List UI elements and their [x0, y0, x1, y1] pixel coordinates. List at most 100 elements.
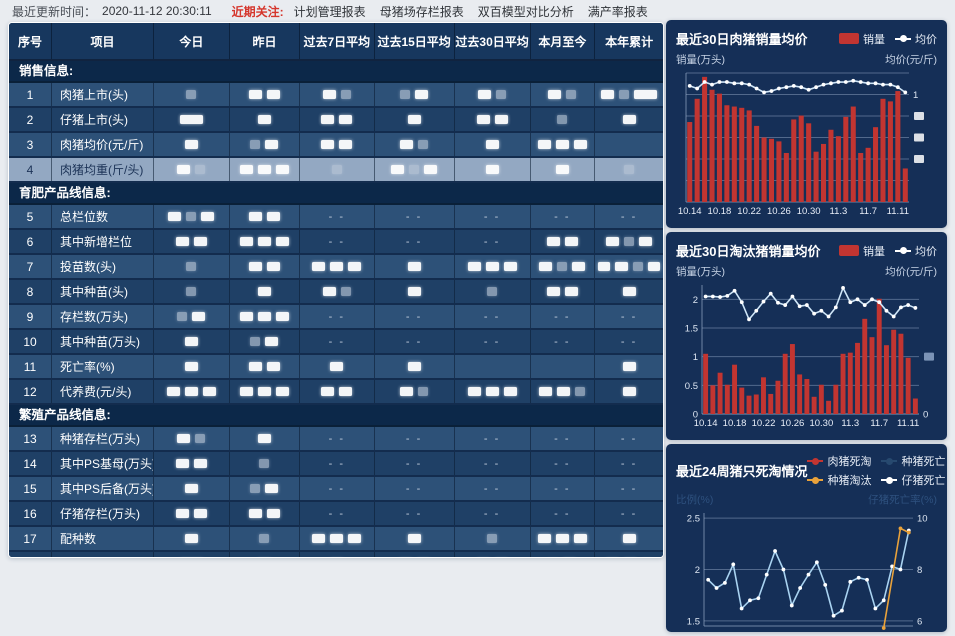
cell-value — [529, 380, 595, 403]
redacted-axis-tick — [914, 111, 924, 120]
legend-item[interactable]: 销量 — [839, 243, 885, 259]
row-label: 配种数 — [51, 527, 153, 550]
data-point — [789, 603, 794, 608]
cell-value: - - — [299, 502, 373, 525]
legend-item[interactable]: 肉猪死淘 — [807, 453, 871, 469]
cell-value — [373, 380, 454, 403]
cell-value: - - — [373, 427, 454, 450]
legend-item[interactable]: 种猪淘汰 — [807, 472, 871, 488]
row-index: 4 — [26, 162, 34, 177]
redacted-value — [275, 237, 289, 246]
cell-value — [228, 330, 299, 353]
redacted-dash: - - — [620, 482, 638, 495]
redacted-value — [494, 115, 508, 124]
data-point — [888, 82, 893, 87]
redacted-value — [177, 434, 191, 443]
redacted-value — [192, 312, 206, 321]
cell-value — [228, 380, 299, 403]
row-label: 肉猪均重(斤/头) — [51, 158, 153, 181]
row-label: 仔猪上市(头) — [51, 108, 153, 131]
redacted-value — [248, 212, 262, 221]
legend-item[interactable]: 销量 — [839, 31, 885, 47]
table-row[interactable]: 9 存栏数(万头) - - - - - - - - - - — [9, 305, 663, 330]
cell-value: - - — [299, 305, 373, 328]
legend-item[interactable]: 均价 — [895, 31, 937, 47]
bar — [703, 353, 709, 414]
cell-value: - - — [594, 305, 663, 328]
legend-item[interactable]: 种猪死亡 — [881, 453, 945, 469]
redacted-value — [624, 165, 635, 174]
table-row[interactable]: 4 肉猪均重(斤/头) — [9, 158, 663, 183]
table-row[interactable]: 8 其中种苗(头) — [9, 280, 663, 305]
table-row[interactable]: 10 其中种苗(万头) - - - - - - - - - - — [9, 330, 663, 355]
table-row[interactable]: 16 仔猪存栏(万头) - - - - - - - - - - — [9, 502, 663, 527]
cell-value — [228, 205, 299, 228]
cell-value — [529, 552, 595, 557]
cell-value: - - — [529, 477, 595, 500]
nav-link-0[interactable]: 计划管理报表 — [293, 4, 366, 19]
chart-plot: 2.5 10 2 8 1.5 6 — [687, 513, 928, 630]
redacted-value — [573, 140, 587, 149]
data-point — [823, 583, 828, 587]
cell-value — [299, 158, 373, 181]
redacted-dash: - - — [328, 457, 346, 470]
svg-text:2: 2 — [695, 565, 700, 576]
cell-value — [373, 552, 454, 557]
legend-item[interactable]: 仔猪死亡 — [881, 472, 945, 488]
table-row[interactable]: 18分娩窝数 — [9, 552, 663, 557]
redacted-value — [496, 90, 507, 99]
cell-value — [299, 108, 373, 131]
redacted-value — [193, 237, 207, 246]
table-row[interactable]: 12 代养费(元/头) — [9, 380, 663, 405]
table-row[interactable]: 2 仔猪上市(头) — [9, 108, 663, 133]
svg-text:11.7: 11.7 — [859, 206, 877, 217]
data-point — [913, 306, 918, 310]
cell-value — [529, 108, 595, 131]
redacted-value — [184, 534, 198, 543]
legend-item[interactable]: 均价 — [895, 243, 937, 259]
table-row[interactable]: 6 其中新增栏位 - - - - - - — [9, 230, 663, 255]
report-table: 序号 项目 今日 昨日 过去7日平均 过去15日平均 过去30日平均 本月至今 本年累计 销售信… — [8, 22, 664, 558]
data-point — [764, 572, 769, 577]
table-row[interactable]: 15 其中PS后备(万头) - - - - - - - - - - — [9, 477, 663, 502]
nav-link-2[interactable]: 双百模型对比分析 — [477, 4, 574, 19]
data-point — [769, 89, 774, 93]
redacted-value — [415, 90, 429, 99]
cell-value — [299, 280, 373, 303]
cell-value — [228, 502, 299, 525]
redacted-value — [250, 484, 261, 493]
redacted-value — [400, 90, 411, 99]
bar — [847, 352, 853, 414]
table-row[interactable]: 17 配种数 — [9, 527, 663, 552]
table-row[interactable]: 14 其中PS基母(万头) - - - - - - - - - - — [9, 452, 663, 477]
table-row[interactable]: 3 肉猪均价(元/斤) — [9, 133, 663, 158]
redacted-value — [539, 387, 553, 396]
data-point — [826, 314, 831, 319]
svg-text:11.3: 11.3 — [829, 206, 847, 217]
nav-link-3[interactable]: 满产率报表 — [587, 4, 648, 19]
table-row[interactable]: 13 种猪存栏(万头) - - - - - - - - - - — [9, 427, 663, 452]
data-point — [831, 613, 836, 618]
data-point — [806, 87, 811, 92]
table-row[interactable]: 11 死亡率(%) — [9, 355, 663, 380]
redacted-value — [622, 534, 636, 543]
redacted-dash: - - — [554, 335, 571, 348]
legend-label: 均价 — [915, 33, 937, 46]
table-row[interactable]: 5 总栏位数 - - - - - - - - - - — [9, 205, 663, 230]
redacted-dash: - - — [554, 210, 571, 223]
cell-value: - - — [373, 205, 454, 228]
cell-value: - - — [453, 305, 530, 328]
bar — [880, 98, 886, 202]
redacted-value — [193, 459, 207, 468]
table-row[interactable]: 1 肉猪上市(头) — [9, 83, 663, 108]
data-point — [739, 81, 744, 86]
bar — [694, 98, 700, 202]
legend-dot-icon — [881, 457, 898, 465]
redacted-value — [407, 534, 421, 543]
redacted-dash: - - — [483, 432, 501, 445]
redacted-value — [634, 90, 658, 99]
table-row[interactable]: 7 投苗数(头) — [9, 255, 663, 280]
nav-link-1[interactable]: 母猪场存栏报表 — [379, 4, 464, 19]
cell-value: - - — [594, 477, 663, 500]
redacted-dash: - - — [405, 235, 423, 248]
